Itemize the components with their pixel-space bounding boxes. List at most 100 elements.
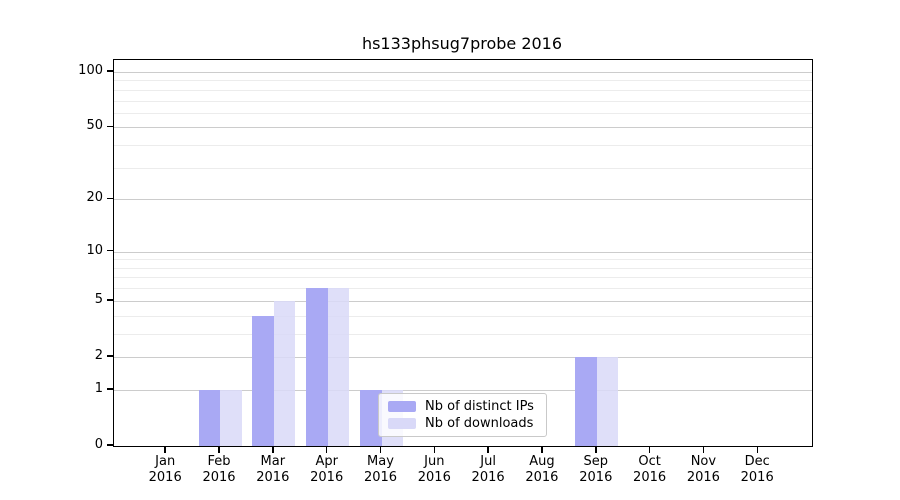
x-tick-label-may: May 2016 — [353, 454, 409, 486]
x-tick-label-oct: Oct 2016 — [622, 454, 678, 486]
x-tick-jun — [433, 446, 436, 453]
x-tick-year-jul: 2016 — [471, 470, 505, 485]
gridline-minor-y40 — [114, 145, 812, 146]
y-tick-2 — [107, 355, 113, 357]
y-tick-100 — [107, 70, 113, 72]
y-tick-label-50: 50 — [86, 118, 103, 134]
legend-item-downloads: Nb of downloads — [388, 416, 537, 431]
gridline-major-y5 — [114, 300, 812, 302]
bar-distinct-ips-may — [360, 389, 382, 446]
x-tick-jan — [164, 446, 166, 453]
x-tick-label-jun: Jun 2016 — [406, 454, 462, 486]
x-tick-label-apr: Apr 2016 — [299, 454, 355, 486]
x-tick-month-apr: Apr — [315, 454, 338, 469]
bar-downloads-sep — [596, 357, 619, 446]
x-tick-nov — [702, 446, 705, 453]
x-tick-may — [379, 446, 382, 453]
legend-label-downloads: Nb of downloads — [425, 416, 534, 431]
x-tick-aug — [541, 446, 543, 453]
gridline-minor-y4 — [114, 315, 812, 317]
x-tick-label-jan: Jan 2016 — [137, 454, 193, 486]
y-tick-label-0: 0 — [94, 437, 103, 452]
bar-downloads-apr — [327, 288, 350, 446]
x-tick-year-nov: 2016 — [686, 470, 720, 485]
gridline-major-y50 — [114, 127, 812, 129]
x-tick-apr — [325, 446, 328, 453]
x-tick-oct — [648, 446, 651, 453]
x-tick-year-oct: 2016 — [633, 470, 667, 485]
y-tick-20 — [107, 197, 113, 199]
x-tick-label-mar: Mar 2016 — [245, 454, 301, 486]
gridline-minor-y30 — [114, 167, 812, 169]
legend-swatch-downloads — [388, 418, 416, 429]
gridline-major-y1 — [114, 389, 812, 391]
bar-distinct-ips-mar — [252, 315, 274, 446]
gridline-minor-y90 — [114, 80, 812, 82]
y-tick-label-2: 2 — [94, 348, 103, 363]
gridline-minor-y8 — [114, 267, 812, 269]
x-tick-year-sep: 2016 — [579, 470, 613, 485]
x-tick-dec — [756, 446, 758, 453]
x-tick-month-oct: Oct — [638, 454, 661, 469]
x-tick-year-jan: 2016 — [148, 470, 182, 485]
x-tick-jul — [487, 446, 489, 453]
x-tick-label-aug: Aug 2016 — [514, 454, 570, 486]
x-tick-label-dec: Dec 2016 — [729, 454, 785, 486]
x-tick-month-mar: Mar — [260, 454, 286, 469]
x-tick-month-feb: Feb — [207, 454, 231, 469]
bar-distinct-ips-feb — [198, 389, 220, 446]
x-tick-month-may: May — [367, 454, 394, 469]
x-tick-year-may: 2016 — [363, 470, 398, 485]
legend-label-distinct-ips: Nb of distinct IPs — [425, 399, 534, 414]
gridline-minor-y9 — [114, 259, 812, 261]
bar-distinct-ips-apr — [306, 288, 328, 446]
y-tick-label-10: 10 — [86, 242, 103, 258]
x-tick-month-jul: Jul — [480, 454, 496, 469]
y-tick-label-1: 1 — [94, 380, 103, 396]
y-tick-label-5: 5 — [94, 291, 103, 307]
legend-item-distinct-ips: Nb of distinct IPs — [388, 399, 537, 414]
x-tick-year-aug: 2016 — [525, 470, 559, 485]
x-tick-mar — [272, 446, 274, 453]
gridline-minor-y3 — [114, 333, 812, 335]
x-tick-month-jun: Jun — [424, 454, 445, 469]
y-tick-label-100: 100 — [78, 62, 103, 78]
x-tick-year-mar: 2016 — [256, 470, 290, 485]
x-tick-label-sep: Sep 2016 — [568, 454, 624, 486]
plot-area — [113, 59, 813, 447]
x-tick-year-dec: 2016 — [740, 470, 774, 485]
gridline-minor-y7 — [114, 277, 812, 279]
y-tick-1 — [107, 388, 113, 390]
legend-swatch-distinct-ips — [388, 401, 416, 412]
bar-downloads-feb — [220, 389, 242, 446]
y-tick-10 — [107, 249, 113, 252]
x-tick-sep — [595, 446, 597, 453]
x-tick-month-nov: Nov — [690, 454, 717, 469]
gridline-major-y10 — [114, 251, 812, 253]
y-tick-50 — [107, 125, 113, 128]
gridline-minor-y60 — [114, 112, 812, 114]
bar-distinct-ips-sep — [575, 357, 597, 446]
bar-downloads-mar — [273, 300, 296, 446]
x-tick-month-sep: Sep — [583, 454, 609, 469]
x-tick-month-jan: Jan — [155, 454, 176, 469]
x-tick-label-jul: Jul 2016 — [460, 454, 516, 486]
x-tick-year-jun: 2016 — [417, 470, 451, 485]
gridline-major-y100 — [114, 71, 812, 73]
gridline-minor-y6 — [114, 288, 812, 290]
x-tick-year-feb: 2016 — [202, 470, 236, 485]
gridline-major-y20 — [114, 199, 812, 201]
chart-title: hs133phsug7probe 2016 — [361, 34, 563, 53]
x-tick-feb — [218, 446, 220, 453]
gridline-minor-y80 — [114, 89, 812, 91]
x-tick-month-dec: Dec — [744, 454, 770, 469]
x-tick-label-nov: Nov 2016 — [675, 454, 731, 486]
x-tick-month-aug: Aug — [529, 454, 555, 469]
x-tick-label-feb: Feb 2016 — [191, 454, 247, 486]
x-tick-year-apr: 2016 — [310, 470, 344, 485]
y-tick-label-20: 20 — [86, 190, 103, 206]
gridline-major-y2 — [114, 357, 812, 358]
gridline-minor-y70 — [114, 100, 812, 102]
legend: Nb of distinct IPs Nb of downloads — [378, 393, 547, 437]
